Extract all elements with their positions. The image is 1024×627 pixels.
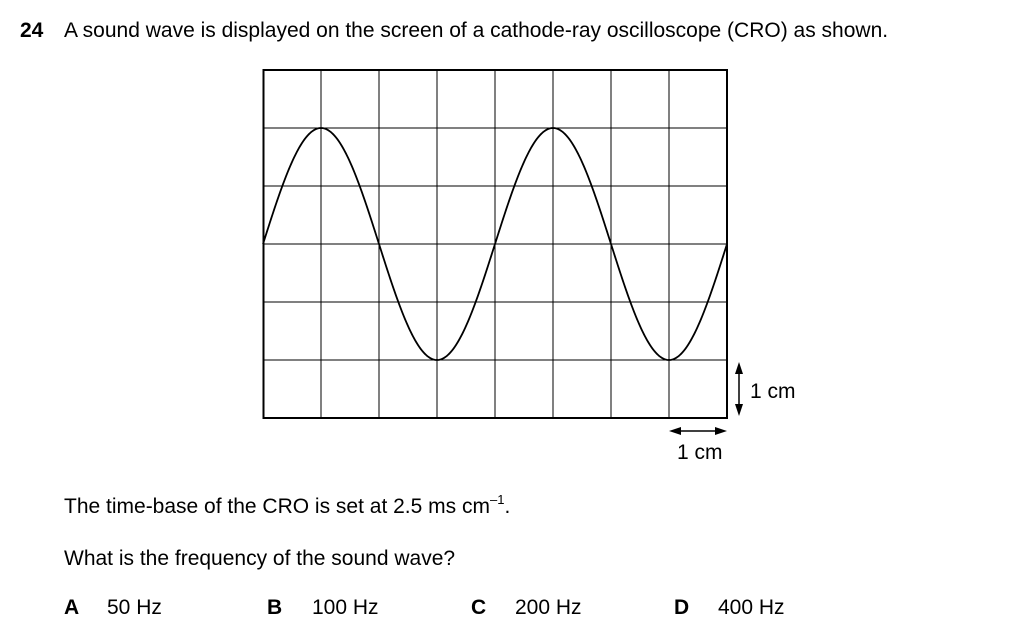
- option-c[interactable]: C 200 Hz: [471, 596, 582, 620]
- option-value: 200 Hz: [515, 596, 582, 619]
- option-value: 50 Hz: [107, 596, 162, 619]
- timebase-suffix: .: [504, 495, 511, 518]
- option-a[interactable]: A 50 Hz: [64, 596, 162, 620]
- option-value: 100 Hz: [312, 596, 379, 619]
- vertical-scale-label: 1 cm: [750, 380, 796, 403]
- sound-wave-trace: [262, 127, 728, 361]
- timebase-statement: The time-base of the CRO is set at 2.5 m…: [64, 492, 511, 519]
- question-number: 24: [20, 19, 44, 42]
- timebase-text: The time-base of the CRO is set at 2.5 m…: [64, 495, 490, 518]
- option-value: 400 Hz: [718, 596, 785, 619]
- horizontal-scale-label: 1 cm: [677, 441, 723, 464]
- option-letter: C: [471, 596, 487, 619]
- question-prompt: What is the frequency of the sound wave?: [64, 547, 456, 570]
- horizontal-scale-arrow: [669, 427, 727, 435]
- option-letter: A: [64, 596, 80, 619]
- option-d[interactable]: D 400 Hz: [674, 596, 785, 620]
- question-text: A sound wave is displayed on the screen …: [64, 19, 889, 42]
- vertical-scale-arrow: [735, 362, 743, 416]
- option-b[interactable]: B 100 Hz: [267, 596, 379, 620]
- option-letter: D: [674, 596, 690, 619]
- timebase-exponent: –1: [489, 492, 505, 507]
- option-letter: B: [267, 596, 283, 619]
